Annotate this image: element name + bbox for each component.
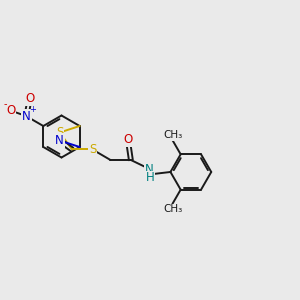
Text: CH₃: CH₃: [164, 130, 183, 140]
Text: S: S: [89, 143, 96, 156]
Text: +: +: [29, 105, 36, 114]
Text: N: N: [145, 163, 154, 176]
Text: O: O: [25, 92, 34, 105]
Text: N: N: [22, 110, 31, 123]
Text: -: -: [4, 99, 7, 109]
Text: CH₃: CH₃: [164, 204, 183, 214]
Text: H: H: [146, 172, 154, 184]
Text: O: O: [6, 104, 15, 117]
Text: S: S: [56, 126, 63, 139]
Text: N: N: [55, 134, 64, 147]
Text: O: O: [123, 133, 133, 146]
